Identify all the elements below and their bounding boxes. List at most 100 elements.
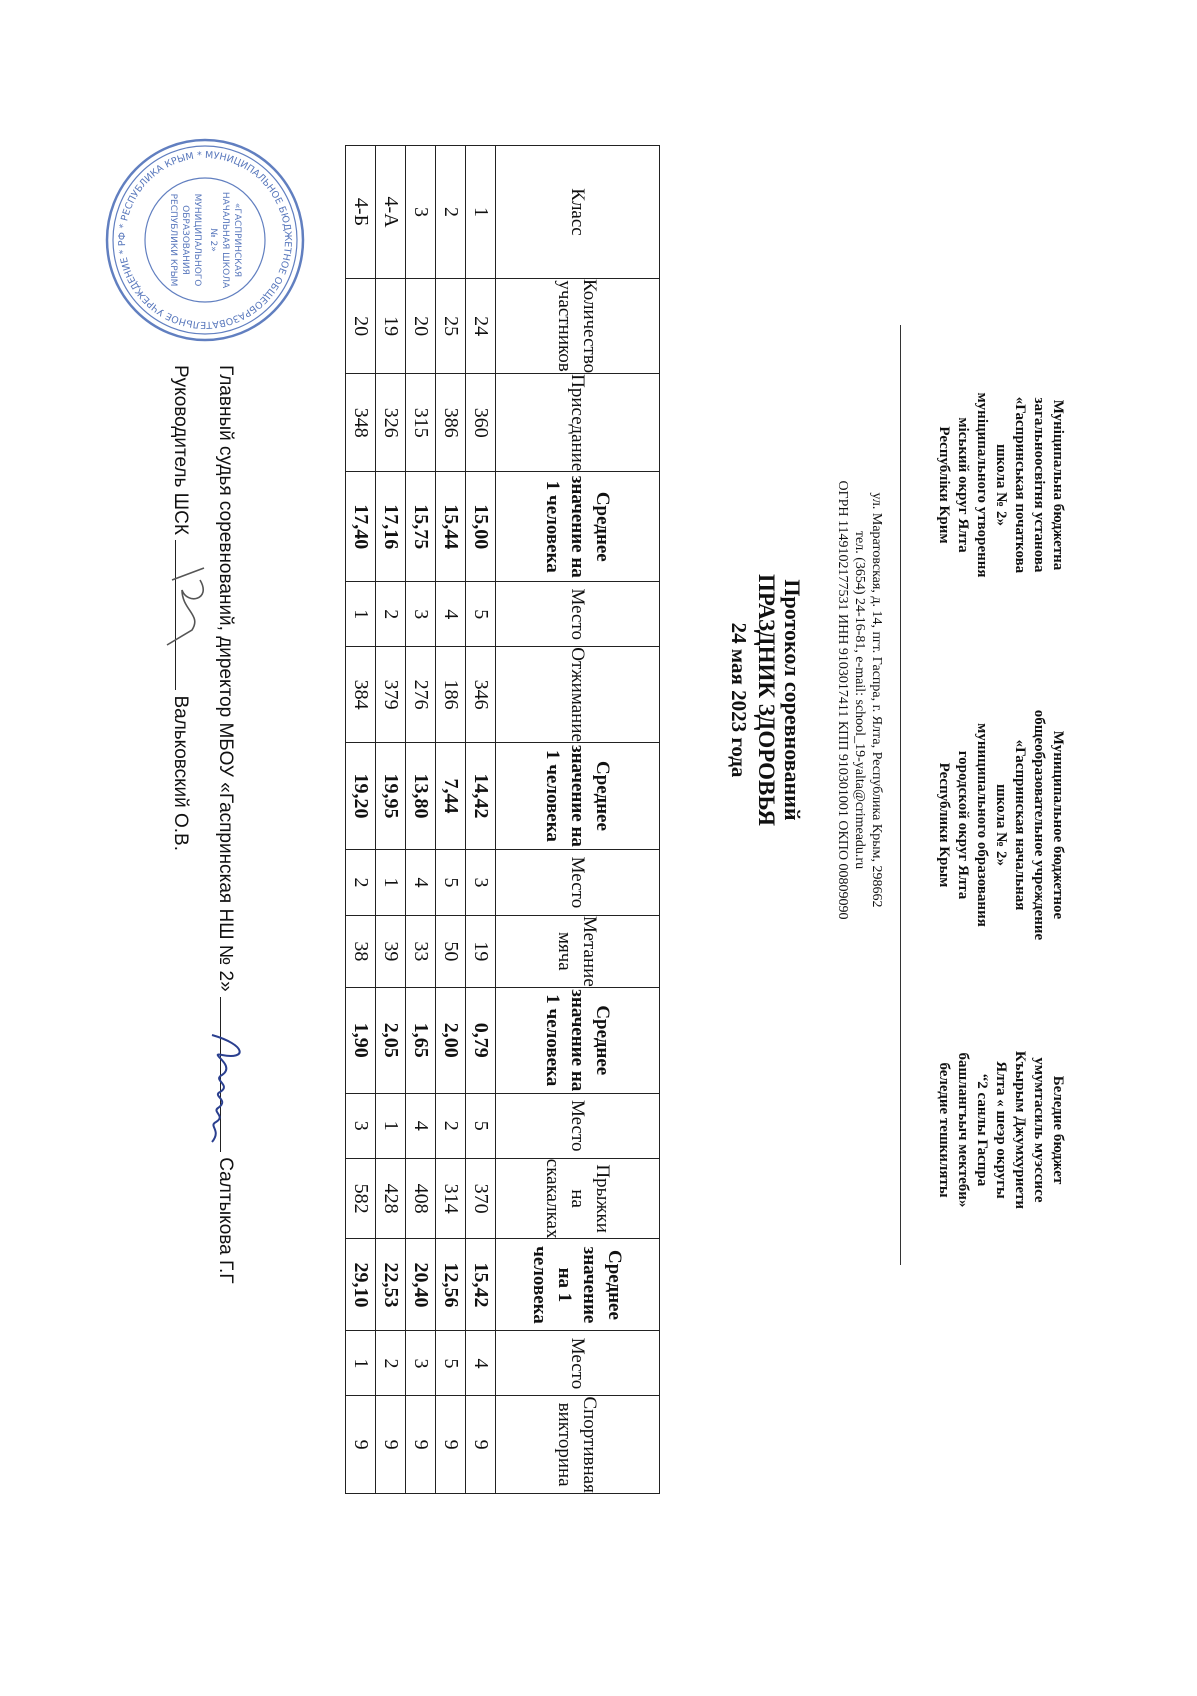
header-line: Республіки Крим [936, 426, 952, 544]
table-cell: 4 [405, 849, 436, 916]
column-header: Место [495, 1093, 660, 1159]
table-cell: 29,10 [345, 1238, 376, 1331]
table-cell: 19,95 [375, 742, 406, 850]
svg-text:ОБРАЗОВАНИЯ: ОБРАЗОВАНИЯ [180, 205, 190, 275]
header-line: «Гаспринская начальная [1012, 739, 1028, 911]
header-line: “2 санлы Гаспра [974, 1073, 990, 1187]
table-cell: 2 [375, 581, 406, 647]
table-cell: 9 [375, 1395, 406, 1494]
table-cell: 370 [465, 1158, 496, 1239]
table-cell: 360 [465, 373, 496, 472]
table-cell: 386 [435, 373, 466, 472]
table-cell: 4 [435, 581, 466, 647]
head-label: Руководитель ШСК [170, 365, 191, 535]
svg-text:«ГАСПРИНСКАЯ: «ГАСПРИНСКАЯ [232, 203, 242, 277]
header-line: Ялта « шеэр округы [993, 1061, 1009, 1199]
header-line: Муниципальное бюджетное [1050, 730, 1066, 920]
table-cell: 2,00 [435, 987, 466, 1094]
results-table: Класс Количество участников Приседание Сред… [345, 145, 660, 1494]
header-line: Къырым Джумхуриети [1012, 1050, 1028, 1210]
table-cell: 3 [465, 849, 496, 916]
table-cell: 13,80 [405, 742, 436, 850]
svg-text:№ 2»: № 2» [208, 228, 218, 251]
table-cell: 19 [375, 278, 406, 374]
table-cell: 1 [375, 849, 406, 916]
table-cell: 428 [375, 1158, 406, 1239]
table-row: 4-А 19 326 17,16 2 379 19,95 1 39 2,05 1 428 22,53 2 9 [375, 145, 406, 1494]
table-row: 2 25 386 15,44 4 186 7,44 5 50 2,00 2 314 12,56 5 9 [435, 145, 466, 1494]
column-header: Отжимание [495, 646, 660, 743]
table-cell: 1,90 [345, 987, 376, 1094]
svg-text:МУНИЦИПАЛЬНОГО: МУНИЦИПАЛЬНОГО [192, 194, 202, 287]
address-line: ул. Маратовская, д. 14, пгт. Гаспра, г. … [869, 492, 884, 908]
column-header: Среднее значение на 1 человека [495, 987, 660, 1094]
table-cell: 7,44 [435, 742, 466, 850]
table-cell: 39 [375, 915, 406, 988]
header-line: муниципального образования [974, 723, 990, 927]
table-cell: 346 [465, 646, 496, 743]
table-cell: 314 [435, 1158, 466, 1239]
table-cell: 4 [465, 1330, 496, 1396]
header-crimean-tatar: Беледие бюджет умумтасиль муэссисе Къырым … [934, 1000, 1067, 1260]
header-line: муніципального утворення [974, 392, 990, 578]
table-cell: 17,16 [375, 471, 406, 582]
header-line: умумтасиль муэссисе [1031, 1057, 1047, 1203]
table-cell: 19 [465, 915, 496, 988]
header-line: Муніципальна бюджетна [1050, 399, 1066, 571]
table-cell: 3 [405, 1330, 436, 1396]
table-cell: 5 [465, 1093, 496, 1159]
column-header: Спортивная викторина [495, 1395, 660, 1494]
table-cell: 15,42 [465, 1238, 496, 1331]
header-line: беледие тешкиляты [936, 1062, 952, 1198]
column-header: Метание мяча [495, 915, 660, 988]
table-cell: 2 [435, 145, 466, 279]
table-cell: 5 [435, 1330, 466, 1396]
table-cell: 9 [405, 1395, 436, 1494]
header-line: Республики Крым [936, 762, 952, 888]
column-header: Место [495, 849, 660, 916]
table-cell: 1,65 [405, 987, 436, 1094]
table-cell: 2 [345, 849, 376, 916]
table-cell: 1 [465, 145, 496, 279]
column-header: Среднее значение на 1 человека [495, 1238, 660, 1331]
head-name: Вальковский О.В. [170, 695, 191, 851]
table-cell: 14,42 [465, 742, 496, 850]
table-cell: 24 [465, 278, 496, 374]
header-line: міський округ Ялта [955, 417, 971, 553]
table-cell: 408 [405, 1158, 436, 1239]
event-title: ПРАЗДНИК ЗДОРОВЬЯ [754, 574, 779, 826]
address-block: ул. Маратовская, д. 14, пгт. Гаспра, г. … [834, 400, 885, 1000]
header-line: школа № 2» [993, 444, 1009, 526]
table-cell: 5 [465, 581, 496, 647]
table-cell: 12,56 [435, 1238, 466, 1331]
table-cell: 315 [405, 373, 436, 472]
table-cell: 5 [435, 849, 466, 916]
column-header: Среднее значение на 1 человека [495, 742, 660, 850]
table-cell: 348 [345, 373, 376, 472]
table-cell: 15,75 [405, 471, 436, 582]
table-cell: 2,05 [375, 987, 406, 1094]
table-cell: 20,40 [405, 1238, 436, 1331]
table-row: 3 20 315 15,75 3 276 13,80 4 33 1,65 4 408 20,40 3 9 [405, 145, 436, 1494]
table-cell: 1 [375, 1093, 406, 1159]
table-row: 1 24 360 15,00 5 346 14,42 3 19 0,79 5 370 15,42 4 9 [465, 145, 496, 1494]
table-cell: 276 [405, 646, 436, 743]
header-russian: Муниципальное бюджетное общеобразовательн… [934, 660, 1067, 990]
column-header: Класс [495, 145, 660, 279]
judge-label: Главный судья соревнований, директор МБО… [215, 365, 236, 992]
svg-text:РЕСПУБЛИКИ КРЫМ: РЕСПУБЛИКИ КРЫМ [168, 194, 178, 287]
header-line: городской округ Ялта [955, 750, 971, 900]
table-cell: 33 [405, 915, 436, 988]
table-cell: 4-Б [345, 145, 376, 279]
header-divider [900, 325, 901, 1265]
header-line: общеобразовательное учреждение [1031, 709, 1047, 941]
table-cell: 15,00 [465, 471, 496, 582]
svg-text:НАЧАЛЬНАЯ ШКОЛА: НАЧАЛЬНАЯ ШКОЛА [220, 192, 230, 289]
judge-name: Салтыкова Г.Г [215, 1157, 236, 1284]
column-header: Приседание [495, 373, 660, 472]
table-cell: 582 [345, 1158, 376, 1239]
header-line: загальноосвітня установа [1031, 397, 1047, 573]
table-cell: 50 [435, 915, 466, 988]
table-cell: 1 [345, 581, 376, 647]
